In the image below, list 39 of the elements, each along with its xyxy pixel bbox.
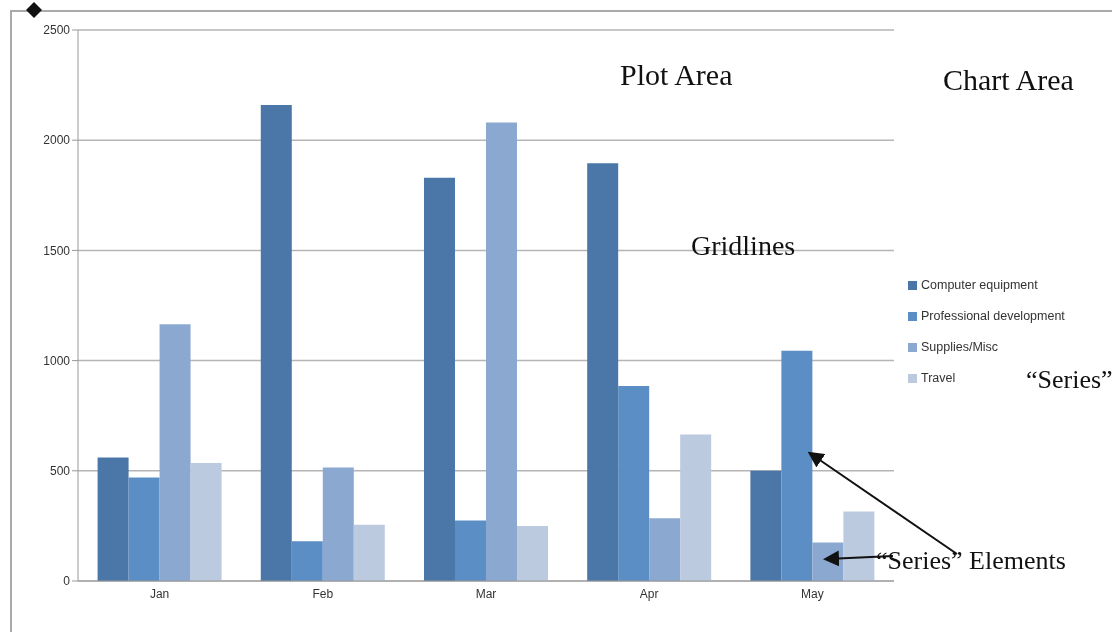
legend-label: Travel [921, 371, 956, 385]
annotation: Gridlines [691, 230, 796, 262]
text: “Series” [1026, 365, 1113, 395]
y-tick-label: 0 [63, 574, 71, 589]
bar [843, 511, 875, 581]
bar [190, 463, 222, 581]
bar [516, 525, 548, 581]
y-tick-label: 2500 [43, 23, 71, 38]
y-tick-label: 1500 [43, 243, 71, 258]
y-tick-label: 2000 [43, 133, 71, 148]
bar [454, 520, 486, 581]
bar [291, 541, 323, 581]
legend-label: Computer equipment [921, 278, 1038, 292]
text: Chart Area [943, 63, 1074, 97]
bar [587, 163, 619, 581]
x-tick-label: May [801, 586, 824, 601]
bar [97, 457, 129, 581]
bar [128, 477, 160, 581]
legend-label: Professional development [921, 309, 1065, 323]
bar [750, 470, 782, 581]
bar [649, 518, 681, 581]
legend-label: Supplies/Misc [921, 340, 999, 354]
bar [618, 385, 650, 581]
y-tick-label: 500 [49, 464, 71, 479]
y-tick-label: 1000 [43, 353, 71, 368]
annotation: “Series” Elements [876, 546, 1066, 576]
bar [781, 350, 813, 581]
x-tick-label: Apr [639, 586, 659, 601]
x-tick-label: Mar [475, 586, 497, 601]
x-tick-label: Jan [149, 586, 170, 601]
x-tick-label: Feb [312, 586, 334, 601]
annotation: Plot Area [620, 58, 733, 92]
bar [680, 434, 712, 581]
bar [423, 177, 455, 581]
bar [322, 467, 354, 581]
bar [260, 104, 292, 581]
bar [159, 324, 191, 581]
bar [353, 524, 385, 581]
bar [485, 122, 517, 581]
